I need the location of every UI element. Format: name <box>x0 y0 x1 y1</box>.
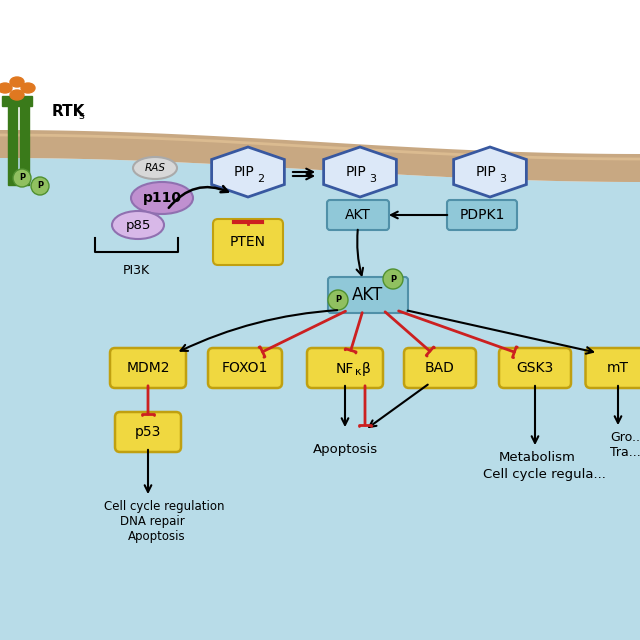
Text: PTEN: PTEN <box>230 235 266 249</box>
Text: P: P <box>19 173 25 182</box>
FancyBboxPatch shape <box>328 277 408 313</box>
Circle shape <box>383 269 403 289</box>
Text: Cell cycle regulation: Cell cycle regulation <box>104 500 225 513</box>
Text: BAD: BAD <box>425 361 455 375</box>
Text: PI3K: PI3K <box>123 264 150 277</box>
Text: AKT: AKT <box>353 286 383 304</box>
Text: P: P <box>37 182 43 191</box>
Circle shape <box>13 169 31 187</box>
FancyBboxPatch shape <box>586 348 640 388</box>
Polygon shape <box>454 147 526 197</box>
Text: Metabolism: Metabolism <box>499 451 576 464</box>
Text: 3: 3 <box>499 174 506 184</box>
Text: FOXO1: FOXO1 <box>222 361 268 375</box>
Text: Cell cycle regula...: Cell cycle regula... <box>483 468 606 481</box>
Text: P: P <box>335 296 341 305</box>
FancyBboxPatch shape <box>307 348 383 388</box>
Text: PIP: PIP <box>234 165 254 179</box>
Text: 3: 3 <box>369 174 376 184</box>
Text: 2: 2 <box>257 174 264 184</box>
Text: NF: NF <box>336 362 354 376</box>
Text: Apoptosis: Apoptosis <box>128 530 186 543</box>
Text: PIP: PIP <box>346 165 366 179</box>
Bar <box>20 100 29 185</box>
Text: Gro...: Gro... <box>610 431 640 444</box>
Circle shape <box>31 177 49 195</box>
Text: GSK3: GSK3 <box>516 361 554 375</box>
Ellipse shape <box>10 77 24 87</box>
Polygon shape <box>324 147 396 197</box>
FancyBboxPatch shape <box>213 219 283 265</box>
FancyBboxPatch shape <box>327 200 389 230</box>
Ellipse shape <box>131 182 193 214</box>
Text: κ: κ <box>355 367 362 377</box>
Text: p53: p53 <box>135 425 161 439</box>
Ellipse shape <box>133 157 177 179</box>
Ellipse shape <box>21 83 35 93</box>
Text: PDPK1: PDPK1 <box>460 208 505 222</box>
Text: MDM2: MDM2 <box>126 361 170 375</box>
FancyBboxPatch shape <box>110 348 186 388</box>
FancyBboxPatch shape <box>447 200 517 230</box>
Text: DNA repair: DNA repair <box>120 515 185 528</box>
Ellipse shape <box>112 211 164 239</box>
Text: p85: p85 <box>125 218 150 232</box>
Bar <box>2 96 32 106</box>
FancyBboxPatch shape <box>499 348 571 388</box>
Ellipse shape <box>10 90 24 100</box>
Text: RTK: RTK <box>52 104 85 120</box>
FancyBboxPatch shape <box>208 348 282 388</box>
Polygon shape <box>212 147 284 197</box>
Text: Tra...: Tra... <box>610 446 640 459</box>
FancyBboxPatch shape <box>404 348 476 388</box>
Text: P: P <box>390 275 396 284</box>
FancyBboxPatch shape <box>115 412 181 452</box>
Text: RAS: RAS <box>145 163 166 173</box>
Polygon shape <box>0 130 640 182</box>
Text: β: β <box>362 362 371 376</box>
Circle shape <box>328 290 348 310</box>
Text: s: s <box>78 111 84 121</box>
Text: PIP: PIP <box>476 165 497 179</box>
Bar <box>8 100 17 185</box>
Text: Apoptosis: Apoptosis <box>312 443 378 456</box>
Text: AKT: AKT <box>345 208 371 222</box>
Text: p110: p110 <box>143 191 182 205</box>
Polygon shape <box>0 158 640 640</box>
Ellipse shape <box>0 83 12 93</box>
Text: mT: mT <box>607 361 629 375</box>
